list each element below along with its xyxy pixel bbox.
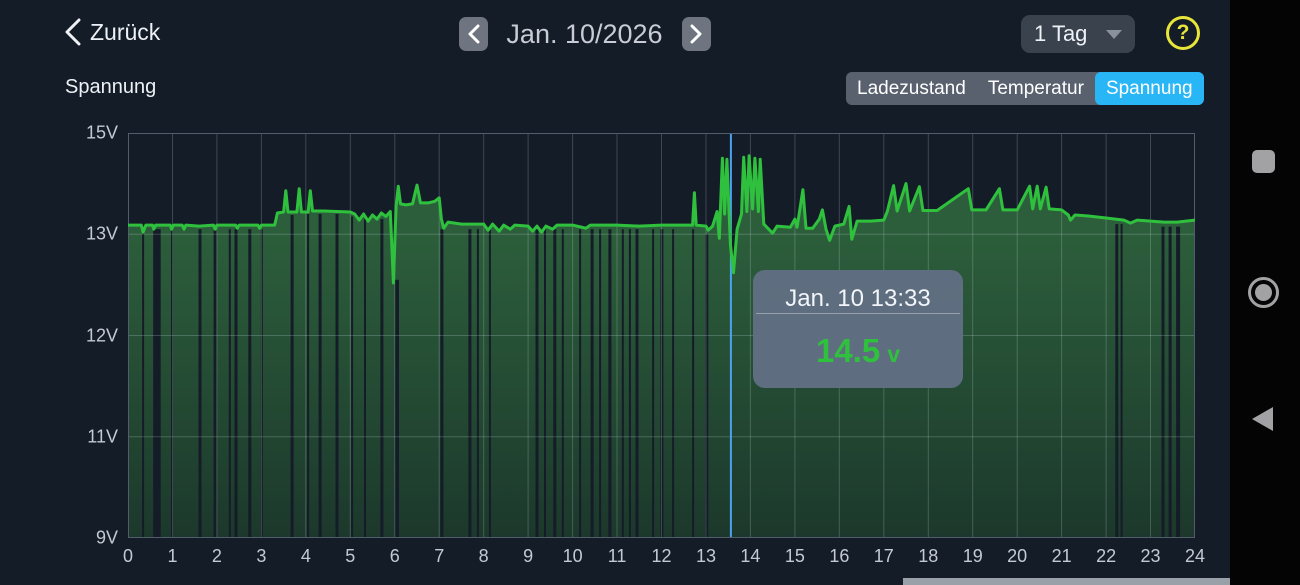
date-prev-button[interactable] [459,17,488,51]
home-button-icon[interactable] [1248,277,1279,308]
question-mark-icon: ? [1176,21,1190,44]
x-tick-label: 24 [1184,546,1206,566]
back-label: Zurück [90,18,161,45]
x-tick-label: 4 [300,546,311,566]
x-tick-label: 5 [345,546,356,566]
x-tick-label: 19 [962,546,983,566]
tooltip-divider [756,313,960,314]
y-tick-label: 9V [95,527,118,548]
x-tick-label: 9 [523,546,534,566]
x-tick-label: 18 [918,546,939,566]
android-back-button-icon[interactable] [1252,407,1273,431]
x-tick-label: 16 [829,546,850,566]
y-tick-label: 12V [85,325,118,345]
x-tick-label: 20 [1007,546,1028,566]
tooltip-timestamp: Jan. 10 13:33 [785,285,931,312]
tab-spannung[interactable]: Spannung [1094,72,1204,105]
tab-ladezustand[interactable]: Ladezustand [857,78,966,99]
x-tick-label: 22 [1096,546,1117,566]
voltage-line [128,154,1195,285]
x-tick-label: 23 [1140,546,1161,566]
tab-temperatur[interactable]: Temperatur [987,78,1084,99]
horizontal-scrollbar-thumb[interactable] [903,578,1230,585]
date-label: Jan. 10/2026 [506,19,663,49]
x-tick-label: 0 [122,546,134,566]
tooltip-voltage-unit: v [887,340,901,367]
x-tick-label: 10 [562,546,583,566]
y-tick-label: 13V [85,223,118,244]
x-tick-label: 8 [478,546,489,566]
x-tick-label: 21 [1051,546,1072,566]
x-tick-label: 14 [740,546,761,566]
help-button[interactable]: ? [1166,16,1200,50]
recents-button-icon[interactable] [1252,150,1275,173]
tooltip-voltage-value: 14.5 [815,332,881,369]
voltage-chart[interactable] [128,133,1195,538]
chevron-left-icon [468,24,480,44]
chevron-right-icon [690,24,702,44]
back-chevron-icon [64,18,82,46]
y-tick-label: 11V [87,426,118,447]
y-tick-label: 15V [85,122,118,143]
x-tick-label: 3 [256,546,267,566]
chart-tooltip: Jan. 10 13:33 14.5 v [753,270,963,388]
x-tick-label: 13 [695,546,716,566]
x-tick-label: 17 [873,546,894,566]
x-tick-label: 1 [167,546,178,566]
x-tick-label: 2 [211,546,222,566]
range-dropdown[interactable]: 1 Tag [1021,15,1135,53]
date-next-button[interactable] [682,17,711,51]
back-button[interactable]: Zurück [64,18,160,46]
metric-tab-bar: Ladezustand Temperatur Spannung [846,72,1204,105]
x-tick-label: 7 [434,546,445,566]
x-tick-label: 11 [607,546,627,566]
x-tick-label: 6 [389,546,400,566]
dropdown-caret-icon [1106,29,1122,39]
page-title: Spannung [65,76,157,98]
range-label: 1 Tag [1034,21,1088,46]
x-tick-label: 15 [784,546,805,566]
x-tick-label: 12 [651,546,672,566]
